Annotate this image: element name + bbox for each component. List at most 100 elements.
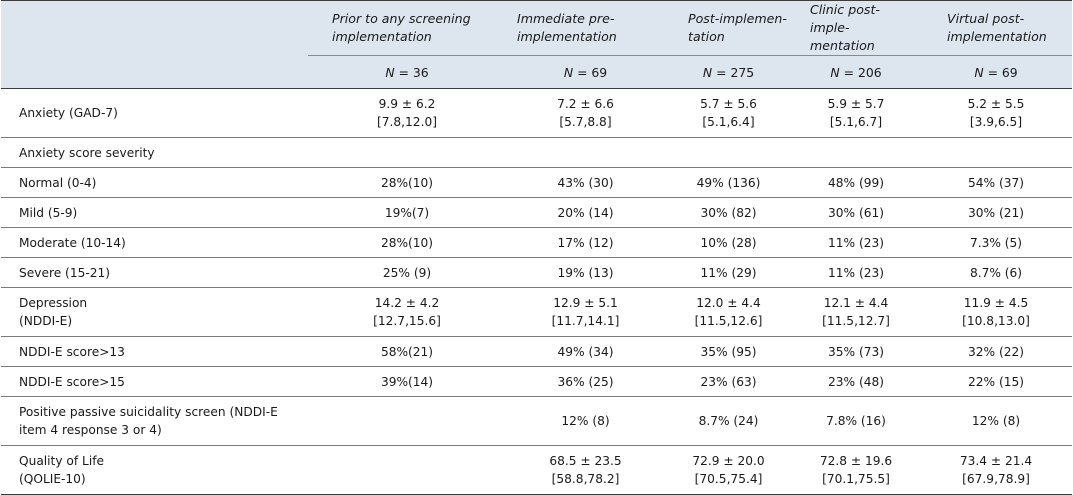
value-cell: 58%(21) xyxy=(308,336,506,367)
header-group-2-line-1: Immediate pre- xyxy=(517,11,615,26)
header-n-empty-cell xyxy=(1,55,308,89)
header-group-4: Clinic post-imple-mentation xyxy=(792,0,920,56)
value-main: 36% (25) xyxy=(557,374,614,389)
row-label-line-1: Normal (0-4) xyxy=(19,175,97,190)
value-cell: 11.9 ± 4.5 [10.8,13.0] xyxy=(920,287,1072,337)
header-group-2: Immediate pre-implementation xyxy=(506,0,665,56)
value-cell: 10% (28) xyxy=(665,227,792,258)
header-group-1: Prior to any screening implementation xyxy=(308,0,506,56)
row-label-line-1: Severe (15-21) xyxy=(19,265,110,280)
value-cell: 23% (48) xyxy=(792,366,920,397)
value-cell: 17% (12) xyxy=(506,227,665,258)
value-cell xyxy=(665,137,792,168)
value-main: 5.7 ± 5.6 xyxy=(700,97,757,111)
value-main: 7.8% (16) xyxy=(826,414,886,428)
value-interval: [58.8,78.2] xyxy=(551,472,620,486)
value-main: 58%(21) xyxy=(380,344,434,359)
table-row: NDDI-E score>13 58%(21) 49% (34) 35% (95) 35… xyxy=(1,336,1072,367)
value-main: 30% (61) xyxy=(828,205,884,220)
value-interval: [70.1,75.5] xyxy=(822,472,890,486)
value-interval: [7.8,12.0] xyxy=(377,115,437,129)
header-group-4-line-1: Clinic post-imple- xyxy=(810,2,880,35)
value-cell: 72.8 ± 19.6 [70.1,75.5] xyxy=(792,445,920,495)
header-group-3-line-1: Post-implemen- xyxy=(688,11,787,26)
header-group-2-line-2: implementation xyxy=(517,29,617,44)
value-main: 11% (29) xyxy=(700,265,757,280)
table-body: Anxiety (GAD-7) 9.9 ± 6.2 [7.8,12.0] 7.2 ± … xyxy=(1,88,1072,495)
n-symbol: N xyxy=(702,64,713,80)
value-main: 49% (136) xyxy=(696,175,761,190)
table-row: Severe (15-21) 25% (9) 19% (13) 11% (29) 11%… xyxy=(1,257,1072,288)
value-cell: 23% (63) xyxy=(665,366,792,397)
row-label-line-1: NDDI-E score>13 xyxy=(19,344,125,359)
row-label: NDDI-E score>15 xyxy=(1,366,308,397)
value-main: 11% (23) xyxy=(828,235,884,250)
value-cell: 32% (22) xyxy=(920,336,1072,367)
value-cell: 19%(7) xyxy=(308,197,506,228)
header-group-5: Virtual post-implementation xyxy=(920,0,1072,56)
value-cell xyxy=(920,137,1072,168)
row-label: Anxiety (GAD-7) xyxy=(1,88,308,138)
value-interval: [12.7,15.6] xyxy=(373,314,441,328)
header-n-3: N = 275 xyxy=(665,55,792,89)
value-cell xyxy=(506,137,665,168)
table-row: NDDI-E score>15 39%(14) 36% (25) 23% (63) 23… xyxy=(1,366,1072,397)
value-interval: [5.7,8.8] xyxy=(559,115,612,129)
value-main: 25% (9) xyxy=(382,265,432,280)
value-main: 28%(10) xyxy=(380,175,434,190)
value-interval: [70.5,75.4] xyxy=(694,472,763,486)
row-label: Positive passive suicidality screen (NDD… xyxy=(1,396,308,446)
value-main: 68.5 ± 23.5 xyxy=(549,454,622,468)
value-main: 12% (8) xyxy=(561,414,610,428)
header-n-2: N = 69 xyxy=(506,55,665,89)
value-main: 11.9 ± 4.5 xyxy=(963,296,1029,310)
row-label-line-1: Depression xyxy=(19,296,88,310)
value-cell xyxy=(792,137,920,168)
n-symbol: N xyxy=(974,64,984,80)
value-main: 49% (34) xyxy=(557,344,614,359)
value-main: 5.9 ± 5.7 xyxy=(827,97,885,111)
value-interval: [10.8,13.0] xyxy=(962,314,1030,328)
table-row: Depression (NDDI-E) 14.2 ± 4.2 [12.7,15.6] 1… xyxy=(1,287,1072,337)
value-main: 8.7% (24) xyxy=(698,414,759,428)
row-label-line-1: Anxiety score severity xyxy=(19,145,155,160)
value-main: 23% (48) xyxy=(828,374,884,389)
value-main: 72.8 ± 19.6 xyxy=(819,454,893,468)
value-cell: 43% (30) xyxy=(506,167,665,198)
value-cell: 7.8% (16) xyxy=(792,396,920,446)
value-cell: 20% (14) xyxy=(506,197,665,228)
value-cell: 14.2 ± 4.2 [12.7,15.6] xyxy=(308,287,506,337)
table-row: Anxiety score severity xyxy=(1,137,1072,168)
row-label-line-1: Quality of Life xyxy=(19,454,105,468)
value-main: 7.3% (5) xyxy=(969,235,1023,250)
header-group-5-line-1: Virtual post- xyxy=(947,11,1025,26)
value-cell: 49% (136) xyxy=(665,167,792,198)
value-cell: 5.7 ± 5.6 [5.1,6.4] xyxy=(665,88,792,138)
value-main: 5.2 ± 5.5 xyxy=(967,97,1025,111)
row-label: NDDI-E score>13 xyxy=(1,336,308,367)
value-main: 32% (22) xyxy=(968,344,1024,359)
row-label: Anxiety score severity xyxy=(1,137,308,168)
value-cell: 68.5 ± 23.5 [58.8,78.2] xyxy=(506,445,665,495)
row-label: Severe (15-21) xyxy=(1,257,308,288)
value-cell xyxy=(308,396,506,446)
value-cell: 28%(10) xyxy=(308,167,506,198)
value-cell: 28%(10) xyxy=(308,227,506,258)
value-cell: 11% (29) xyxy=(665,257,792,288)
value-cell: 8.7% (24) xyxy=(665,396,792,446)
value-cell: 48% (99) xyxy=(792,167,920,198)
value-main: 10% (28) xyxy=(700,235,757,250)
header-n-4: N = 206 xyxy=(792,55,920,89)
row-label: Mild (5-9) xyxy=(1,197,308,228)
value-interval: [67.9,78.9] xyxy=(962,472,1030,486)
header-row-n: N = 36 N = 69 N = 275 N = 206 N = 69 xyxy=(1,55,1072,89)
value-interval: [5.1,6.7] xyxy=(829,115,883,129)
value-main: 8.7% (6) xyxy=(969,265,1023,280)
value-cell: 9.9 ± 6.2 [7.8,12.0] xyxy=(308,88,506,138)
value-main: 11% (23) xyxy=(828,265,884,280)
value-interval: [11.5,12.6] xyxy=(694,314,763,328)
row-label-line-1: Anxiety (GAD-7) xyxy=(19,106,118,120)
header-group-5-line-2: implementation xyxy=(947,29,1047,44)
value-cell: 12.1 ± 4.4 [11.5,12.7] xyxy=(792,287,920,337)
